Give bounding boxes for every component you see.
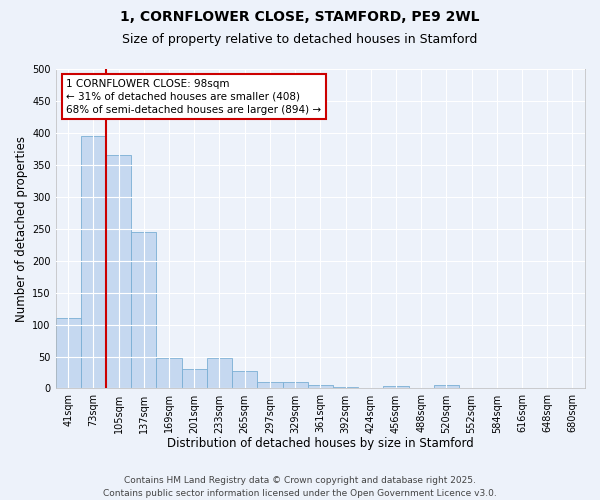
Bar: [257, 382, 283, 388]
Bar: [56, 318, 81, 388]
Bar: [308, 386, 333, 388]
Bar: [383, 386, 409, 388]
Bar: [81, 136, 106, 388]
X-axis label: Distribution of detached houses by size in Stamford: Distribution of detached houses by size …: [167, 437, 474, 450]
Text: Contains HM Land Registry data © Crown copyright and database right 2025.
Contai: Contains HM Land Registry data © Crown c…: [103, 476, 497, 498]
Bar: [157, 358, 182, 388]
Y-axis label: Number of detached properties: Number of detached properties: [15, 136, 28, 322]
Bar: [207, 358, 232, 388]
Bar: [434, 386, 459, 388]
Text: Size of property relative to detached houses in Stamford: Size of property relative to detached ho…: [122, 32, 478, 46]
Bar: [182, 370, 207, 388]
Bar: [232, 370, 257, 388]
Text: 1 CORNFLOWER CLOSE: 98sqm
← 31% of detached houses are smaller (408)
68% of semi: 1 CORNFLOWER CLOSE: 98sqm ← 31% of detac…: [66, 78, 322, 115]
Bar: [131, 232, 157, 388]
Text: 1, CORNFLOWER CLOSE, STAMFORD, PE9 2WL: 1, CORNFLOWER CLOSE, STAMFORD, PE9 2WL: [120, 10, 480, 24]
Bar: [333, 386, 358, 388]
Bar: [106, 156, 131, 388]
Bar: [283, 382, 308, 388]
